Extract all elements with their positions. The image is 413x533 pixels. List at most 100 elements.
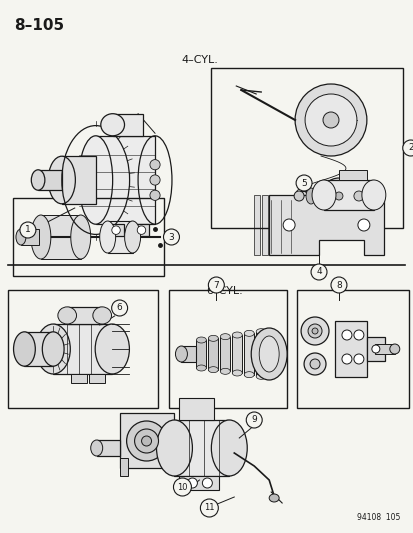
- Ellipse shape: [268, 494, 278, 502]
- Ellipse shape: [334, 192, 342, 200]
- Ellipse shape: [300, 317, 328, 345]
- Bar: [334, 321, 366, 377]
- Text: 1: 1: [25, 225, 31, 235]
- Ellipse shape: [156, 420, 192, 476]
- Bar: [208, 338, 218, 370]
- Bar: [13, 198, 164, 276]
- Bar: [254, 195, 260, 255]
- Ellipse shape: [100, 114, 124, 136]
- Bar: [119, 458, 127, 476]
- Ellipse shape: [150, 190, 160, 200]
- Ellipse shape: [78, 136, 112, 224]
- Bar: [211, 68, 402, 228]
- Ellipse shape: [220, 368, 230, 374]
- Ellipse shape: [16, 229, 26, 245]
- Ellipse shape: [341, 354, 351, 364]
- Ellipse shape: [196, 337, 206, 343]
- Text: 6: 6: [116, 303, 122, 312]
- Ellipse shape: [150, 175, 160, 185]
- Ellipse shape: [303, 353, 325, 375]
- Ellipse shape: [305, 188, 315, 204]
- Ellipse shape: [232, 370, 242, 376]
- Bar: [232, 335, 242, 373]
- Bar: [107, 221, 132, 253]
- Ellipse shape: [220, 334, 230, 340]
- Ellipse shape: [134, 429, 158, 453]
- Bar: [21, 229, 39, 245]
- Text: 4–CYL.: 4–CYL.: [180, 55, 217, 65]
- Bar: [62, 156, 95, 204]
- Ellipse shape: [187, 478, 197, 488]
- Text: 11: 11: [204, 504, 214, 513]
- Circle shape: [20, 222, 36, 238]
- Ellipse shape: [150, 159, 160, 170]
- Bar: [270, 195, 275, 255]
- Ellipse shape: [124, 221, 140, 253]
- Ellipse shape: [256, 329, 266, 335]
- Ellipse shape: [31, 170, 45, 190]
- Text: 94108  105: 94108 105: [356, 513, 400, 522]
- Circle shape: [246, 412, 261, 428]
- Ellipse shape: [294, 84, 366, 156]
- Bar: [220, 337, 230, 372]
- Ellipse shape: [95, 324, 129, 374]
- Ellipse shape: [353, 330, 363, 340]
- Bar: [67, 307, 102, 324]
- Ellipse shape: [371, 345, 379, 353]
- Bar: [338, 170, 366, 180]
- Ellipse shape: [311, 180, 335, 210]
- Ellipse shape: [196, 365, 206, 371]
- Ellipse shape: [202, 478, 212, 488]
- Ellipse shape: [175, 346, 187, 362]
- Bar: [323, 180, 373, 210]
- Ellipse shape: [256, 373, 266, 379]
- Bar: [53, 324, 112, 374]
- Ellipse shape: [311, 328, 317, 334]
- Ellipse shape: [326, 184, 350, 208]
- Ellipse shape: [112, 226, 120, 235]
- Bar: [285, 195, 292, 255]
- Bar: [196, 340, 206, 368]
- Circle shape: [310, 264, 326, 280]
- Ellipse shape: [42, 332, 64, 366]
- Ellipse shape: [341, 330, 351, 340]
- Bar: [112, 114, 143, 136]
- Bar: [119, 413, 174, 468]
- Text: 8: 8: [335, 280, 341, 289]
- Text: 9: 9: [251, 416, 256, 424]
- Bar: [244, 333, 254, 375]
- Bar: [366, 337, 384, 361]
- Ellipse shape: [211, 420, 247, 476]
- Ellipse shape: [293, 191, 303, 201]
- Ellipse shape: [309, 359, 319, 369]
- Bar: [256, 332, 266, 376]
- Circle shape: [330, 277, 346, 293]
- Text: 3: 3: [168, 232, 174, 241]
- Ellipse shape: [232, 332, 242, 338]
- Bar: [24, 332, 53, 366]
- Circle shape: [163, 229, 179, 245]
- Ellipse shape: [251, 328, 287, 380]
- Bar: [97, 440, 119, 456]
- Bar: [71, 374, 86, 383]
- Bar: [298, 191, 320, 201]
- Text: 4: 4: [316, 268, 321, 277]
- Ellipse shape: [244, 372, 254, 378]
- Circle shape: [402, 140, 413, 156]
- Ellipse shape: [353, 191, 363, 201]
- Bar: [297, 290, 408, 408]
- Ellipse shape: [58, 307, 76, 324]
- Ellipse shape: [282, 219, 294, 231]
- Ellipse shape: [93, 307, 111, 324]
- Text: 6–CYL.: 6–CYL.: [205, 286, 242, 296]
- Bar: [374, 344, 394, 354]
- Bar: [133, 224, 149, 236]
- Ellipse shape: [31, 215, 51, 259]
- Text: 8–105: 8–105: [14, 18, 64, 33]
- Ellipse shape: [244, 330, 254, 336]
- Ellipse shape: [361, 180, 385, 210]
- Bar: [89, 374, 104, 383]
- Bar: [261, 195, 268, 255]
- Bar: [8, 290, 157, 408]
- Text: 2: 2: [407, 143, 413, 152]
